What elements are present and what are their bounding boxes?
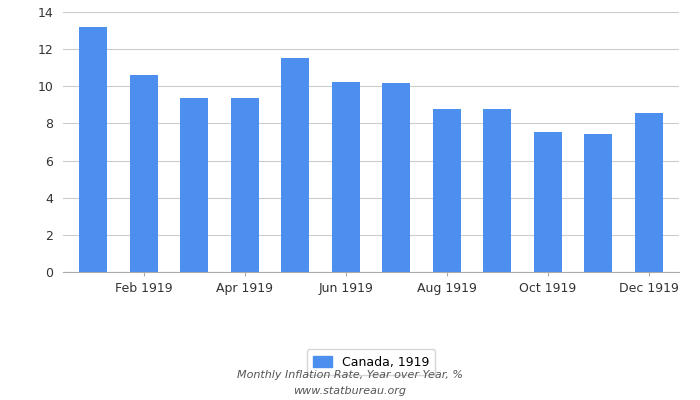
- Bar: [281, 58, 309, 272]
- Text: www.statbureau.org: www.statbureau.org: [293, 386, 407, 396]
- Text: Monthly Inflation Rate, Year over Year, %: Monthly Inflation Rate, Year over Year, …: [237, 370, 463, 380]
- Bar: [382, 82, 410, 272]
- Bar: [483, 108, 511, 272]
- Bar: [332, 82, 360, 272]
- Bar: [635, 113, 663, 272]
- Bar: [433, 108, 461, 272]
- Bar: [79, 27, 107, 272]
- Bar: [130, 75, 158, 272]
- Legend: Canada, 1919: Canada, 1919: [307, 350, 435, 375]
- Bar: [584, 134, 612, 272]
- Bar: [231, 98, 259, 272]
- Bar: [181, 98, 208, 272]
- Bar: [534, 132, 561, 272]
